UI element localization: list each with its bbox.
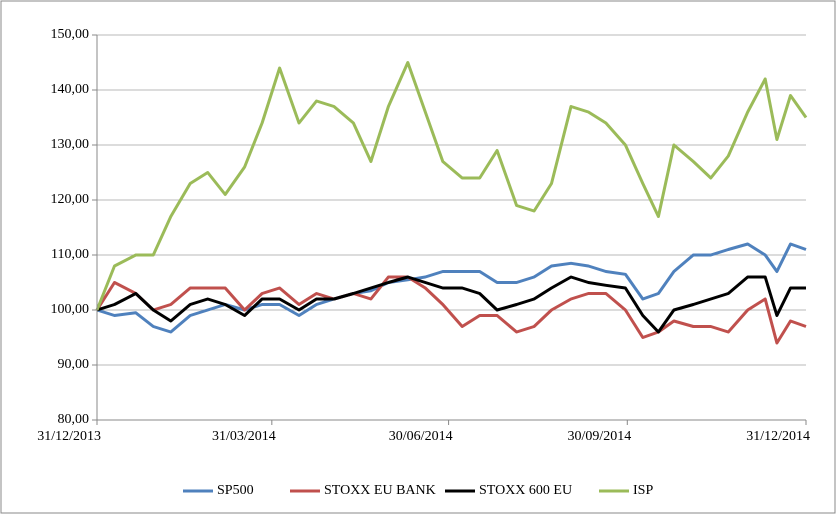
legend-label: ISP — [633, 483, 653, 498]
legend-label: STOXX EU BANK — [324, 483, 436, 498]
lines — [95, 61, 808, 345]
y-tick-label: 110,00 — [51, 247, 89, 262]
x-tick-label: 31/03/2014 — [212, 429, 276, 444]
axes: 80,00 90,00 100,00 110,00 120,00 130,00 140,00… — [37, 27, 810, 444]
series-line — [96, 275, 806, 334]
y-tick-label: 90,00 — [58, 357, 90, 372]
legend-label: STOXX 600 EU — [479, 483, 572, 498]
x-tick-label: 30/09/2014 — [568, 429, 632, 444]
x-tick-label: 30/06/2014 — [389, 429, 453, 444]
y-tick-label: 130,00 — [51, 137, 90, 152]
y-tick-label: 80,00 — [58, 412, 90, 427]
legend-label: SP500 — [217, 483, 254, 498]
y-tick-label: 150,00 — [51, 27, 90, 42]
series-line — [95, 61, 808, 311]
x-tick-label: 31/12/2013 — [37, 429, 101, 444]
series-line — [95, 275, 807, 345]
y-tick-label: 120,00 — [51, 192, 90, 207]
x-tick-label: 31/12/2014 — [746, 429, 810, 444]
legend: SP500 STOXX EU BANK STOXX 600 EU ISP — [183, 483, 653, 498]
y-tick-label: 140,00 — [51, 82, 90, 97]
y-tick-label: 100,00 — [51, 302, 90, 317]
series-line — [96, 242, 807, 334]
